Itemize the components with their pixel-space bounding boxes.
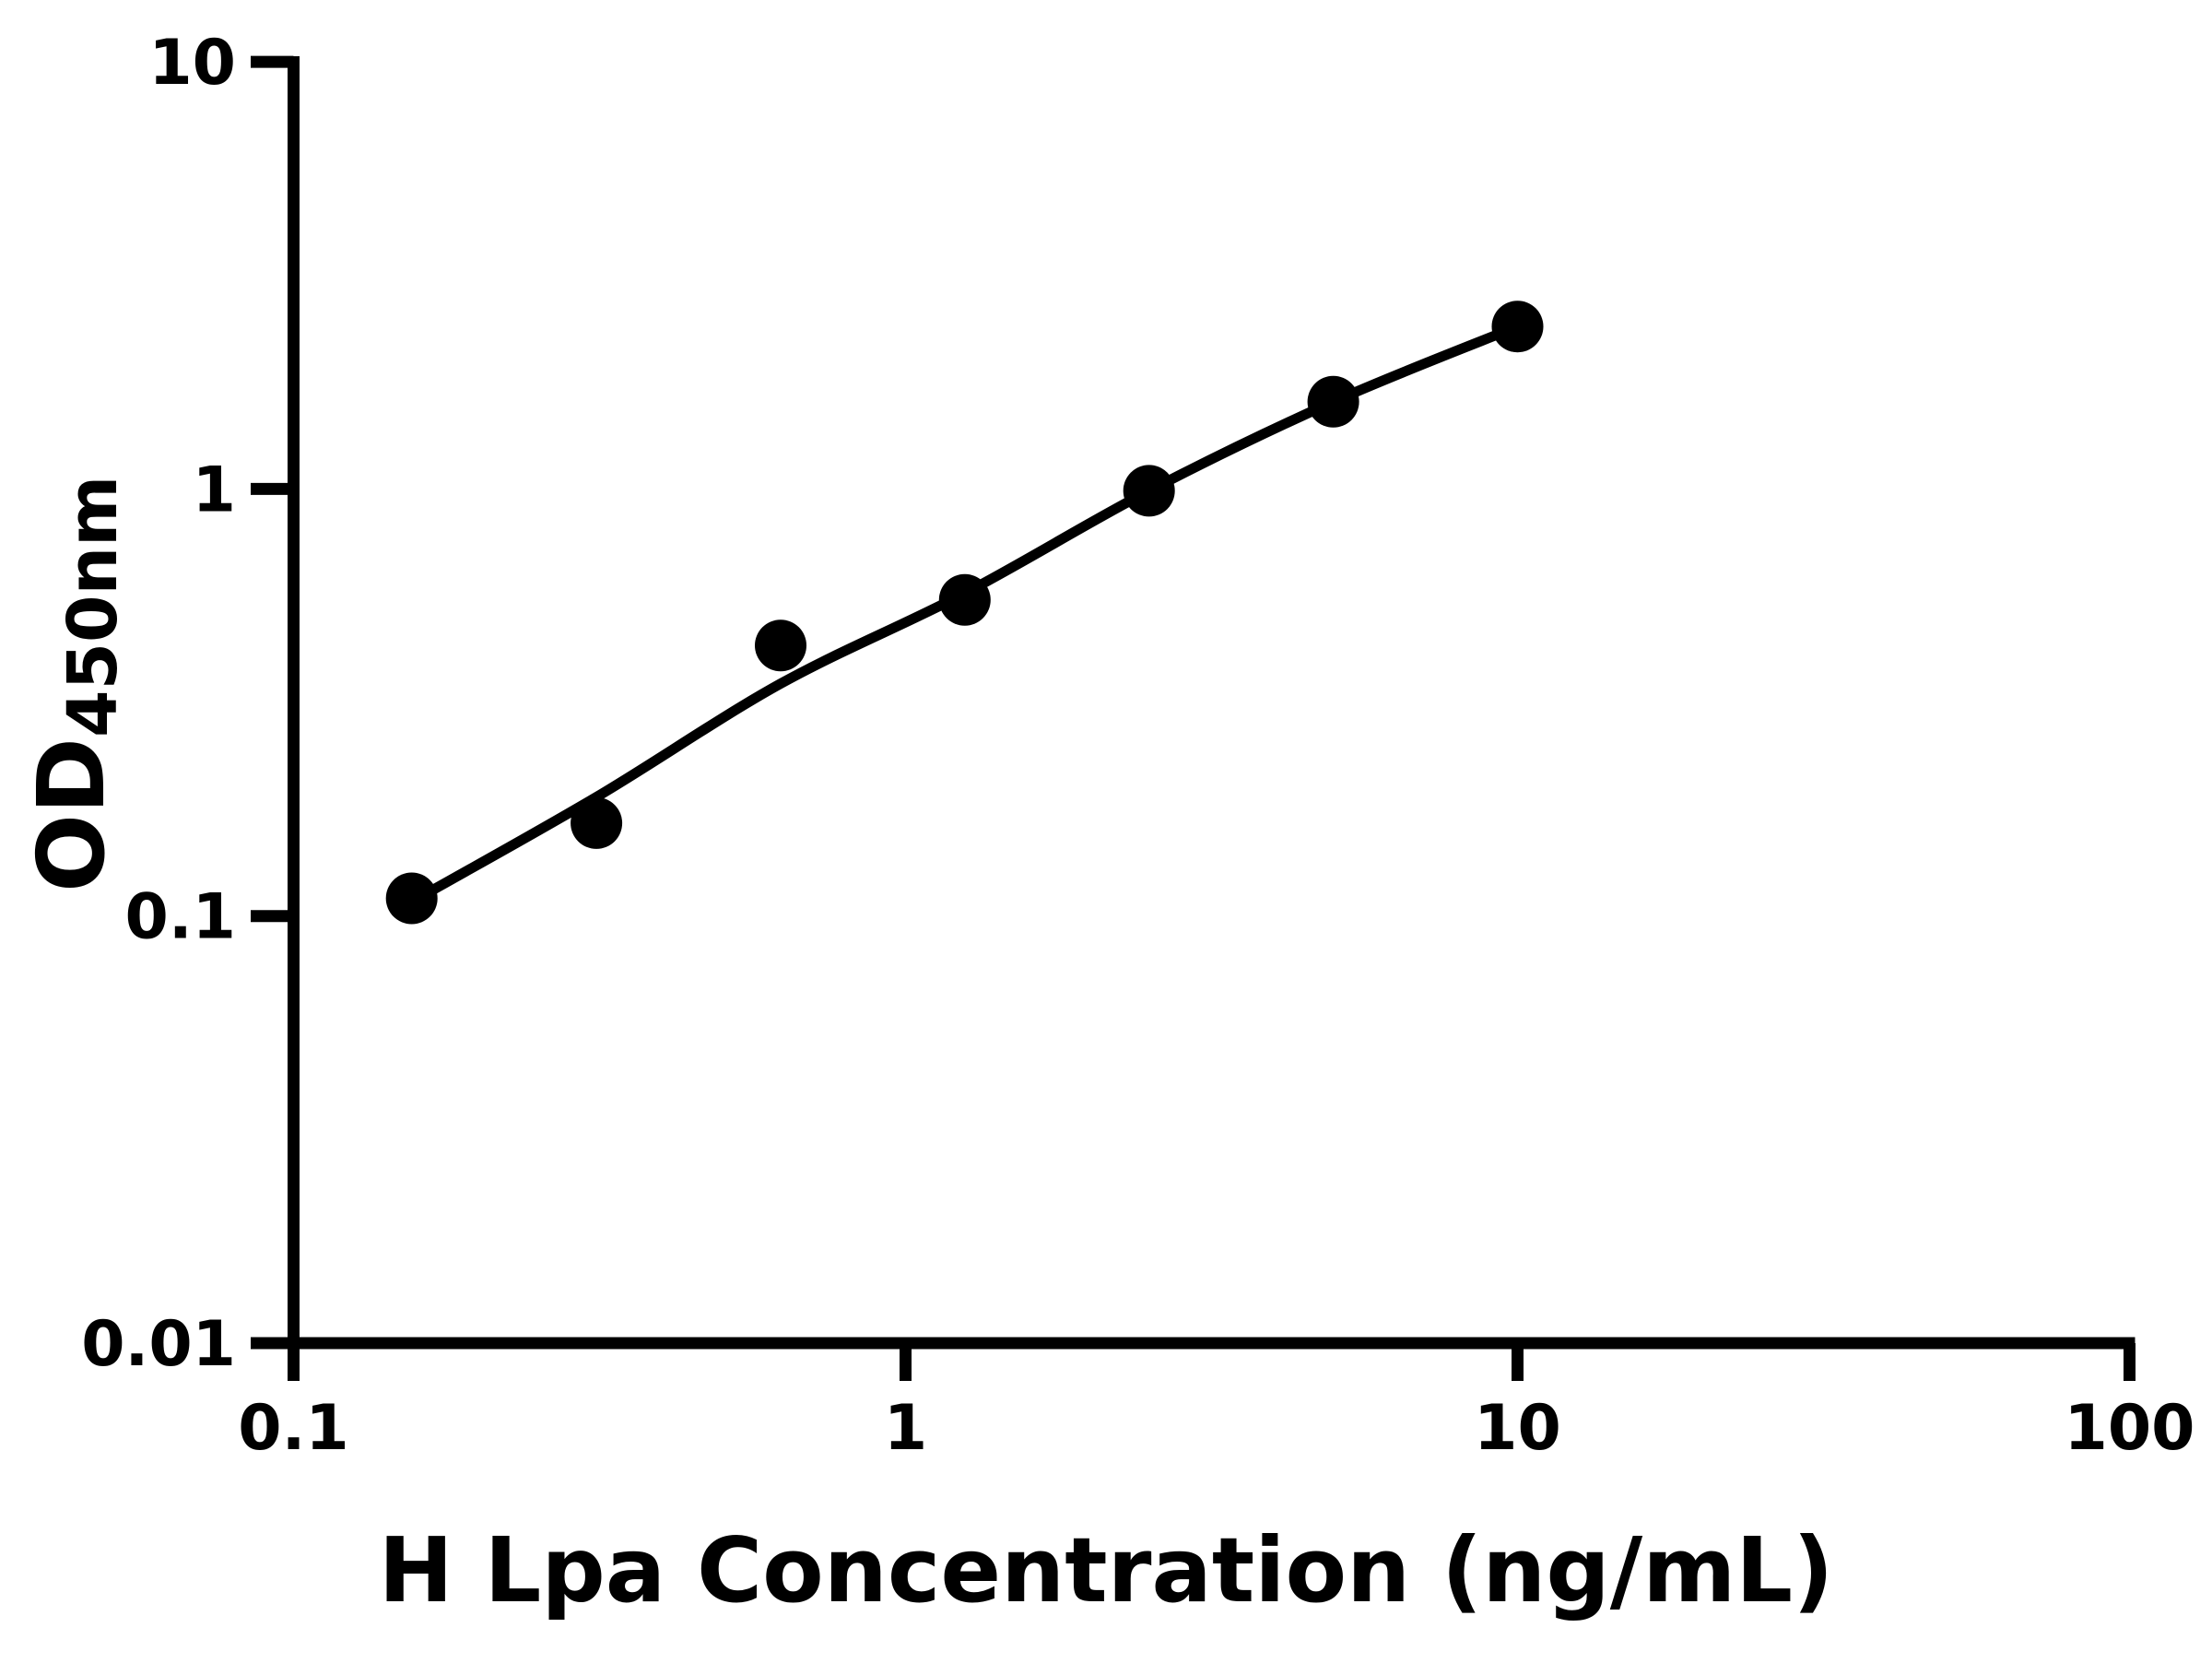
y-axis-title-main: OD bbox=[18, 737, 125, 892]
data-point bbox=[571, 796, 623, 849]
y-tick-label: 0.01 bbox=[81, 1308, 236, 1381]
x-tick-label: 1 bbox=[884, 1392, 927, 1465]
x-tick-label: 100 bbox=[2065, 1392, 2195, 1465]
data-point bbox=[938, 573, 991, 626]
x-tick-label: 0.1 bbox=[238, 1392, 348, 1465]
data-point bbox=[385, 872, 438, 925]
y-tick-label: 0.1 bbox=[125, 881, 236, 954]
x-tick-label: 10 bbox=[1474, 1392, 1561, 1465]
data-point bbox=[1307, 375, 1359, 428]
data-point bbox=[1491, 301, 1544, 353]
y-tick-label: 1 bbox=[193, 454, 236, 526]
data-point bbox=[1123, 465, 1175, 517]
y-axis-title-subscript: 450nm bbox=[53, 476, 133, 737]
data-point bbox=[755, 619, 806, 672]
y-tick-label: 10 bbox=[148, 27, 236, 100]
x-axis-title: H Lpa Concentration (ng/mL) bbox=[379, 1518, 1834, 1622]
y-axis-title: OD450nm bbox=[18, 476, 133, 892]
